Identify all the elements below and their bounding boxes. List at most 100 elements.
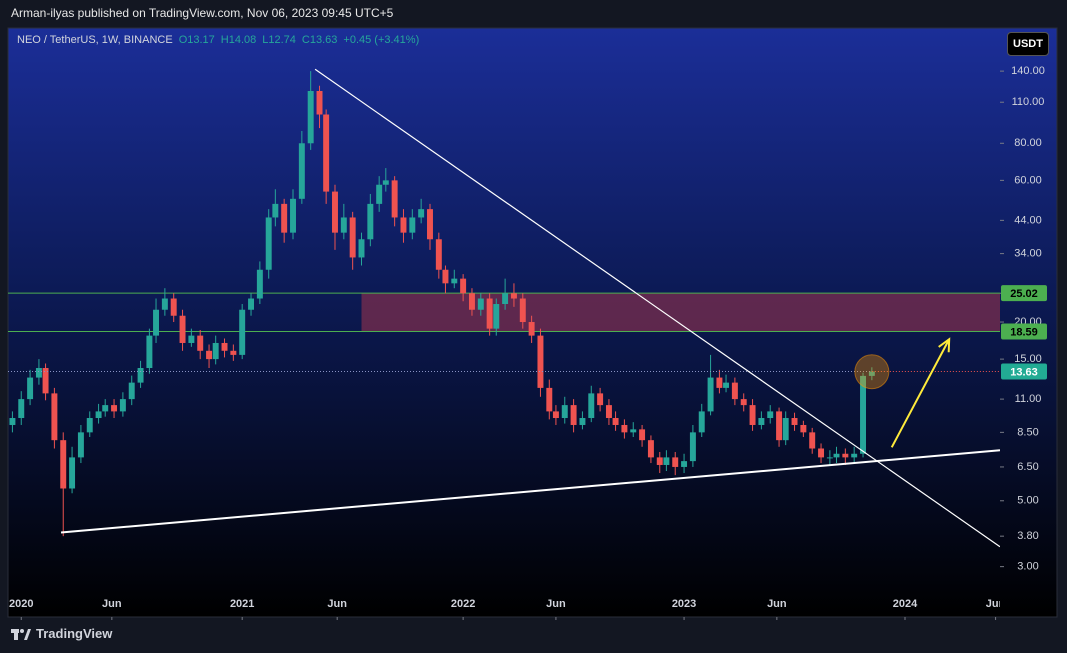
candle-body: [146, 335, 153, 369]
candle-body: [391, 180, 398, 218]
candle-body: [221, 342, 228, 351]
y-tick-label: 11.00: [1015, 393, 1042, 405]
candle-body: [435, 239, 442, 270]
candle-body: [749, 405, 756, 425]
candle-body: [776, 411, 783, 441]
candle-body: [647, 440, 654, 458]
price-tag: [1001, 285, 1047, 302]
candle-body: [179, 315, 186, 343]
arrow-head: [938, 337, 951, 353]
x-axis: 2020 Jun 2021 Jun 2022 Jun 2023 Jun 2024 Jun: [9, 598, 1006, 620]
candle-body: [698, 411, 705, 433]
candle-body: [298, 143, 305, 199]
candle-body: [212, 342, 219, 360]
candle-body: [256, 269, 263, 299]
candle-body: [460, 278, 467, 294]
y-tick-label: 44.00: [1014, 214, 1042, 226]
candle-body: [546, 387, 553, 412]
candle-body: [427, 209, 433, 240]
candle-body: [170, 298, 177, 316]
candle-body: [206, 350, 213, 360]
candle-body: [860, 375, 866, 454]
candle-body: [382, 180, 389, 185]
currency-button[interactable]: USDT: [1007, 32, 1049, 56]
candle-body: [307, 90, 314, 144]
candle-body: [35, 368, 42, 378]
candle-body: [42, 368, 49, 394]
candle-body: [809, 432, 816, 449]
y-tick-label: 140.00: [1011, 65, 1045, 77]
candle-body: [689, 432, 696, 462]
candle-body: [468, 293, 475, 310]
candle-body: [800, 424, 807, 433]
candle-body: [681, 461, 688, 467]
candle-body: [409, 217, 416, 233]
candle-body: [502, 293, 509, 305]
x-tick-label: Jun: [986, 598, 1006, 610]
price-tag-label: 13.63: [1010, 366, 1038, 378]
candle-body: [767, 411, 774, 419]
price-tag: [1001, 363, 1047, 380]
candle-body: [272, 203, 279, 218]
legend: NEO / TetherUS, 1W, BINANCE O13.17 H14.0…: [17, 34, 419, 46]
candle-body: [400, 217, 407, 233]
candle-body: [570, 405, 577, 425]
candle-body: [656, 457, 663, 465]
footer: TradingView: [11, 626, 112, 641]
candle-body: [367, 203, 374, 240]
candle-body: [119, 399, 126, 412]
candle-body: [418, 209, 425, 218]
candle-body: [605, 405, 612, 419]
candle-body: [197, 335, 204, 351]
candle-body: [77, 432, 84, 458]
candle-body: [376, 184, 383, 204]
candle-body: [791, 418, 798, 425]
candle-body: [69, 457, 76, 489]
symbol: NEO / TetherUS, 1W, BINANCE: [17, 34, 173, 46]
candle-body: [740, 399, 747, 406]
candle-body: [27, 377, 34, 400]
candle-body: [451, 278, 458, 284]
candle-body: [519, 298, 526, 323]
price-tag-label: 25.02: [1010, 288, 1038, 300]
candle-body: [621, 424, 628, 433]
candle-body: [597, 393, 604, 406]
candle-body: [477, 298, 484, 310]
candle-body: [826, 457, 833, 459]
candle-body: [716, 377, 723, 388]
candle-body: [493, 304, 500, 329]
x-tick-label: Jun: [327, 598, 347, 610]
candle-body: [111, 405, 118, 412]
candle-body: [358, 239, 365, 258]
candle-body: [579, 418, 586, 425]
candle-body: [782, 418, 789, 441]
candle-body: [442, 269, 449, 284]
candle-body: [51, 393, 58, 441]
candle-body: [663, 457, 670, 465]
x-tick-label: 2020: [9, 598, 33, 610]
price-tag-label: 18.59: [1010, 326, 1038, 338]
candle-body: [265, 217, 272, 270]
x-tick-label: 2022: [451, 598, 475, 610]
legend-value: H14.08: [220, 34, 257, 46]
candle-body: [281, 203, 288, 233]
candle-body: [851, 453, 858, 458]
x-tick-label: 2021: [230, 598, 254, 610]
candle-body: [340, 217, 347, 233]
candle-body: [86, 418, 93, 433]
y-axis: 140.00110.0080.0060.0044.0034.0025.0020.…: [1000, 65, 1047, 573]
candle-body: [639, 429, 646, 441]
candle-body: [95, 411, 102, 419]
candle-body: [323, 114, 330, 192]
candle-body: [60, 440, 67, 489]
y-tick-label: 80.00: [1014, 137, 1042, 149]
arrow: [890, 338, 951, 448]
y-tick-label: 34.00: [1014, 248, 1042, 260]
legend-value: O13.17: [178, 34, 215, 46]
candle-body: [137, 368, 144, 383]
candle-body: [290, 198, 296, 233]
candle-body: [707, 377, 714, 412]
candle-body: [9, 418, 16, 425]
candle-body: [731, 382, 738, 400]
